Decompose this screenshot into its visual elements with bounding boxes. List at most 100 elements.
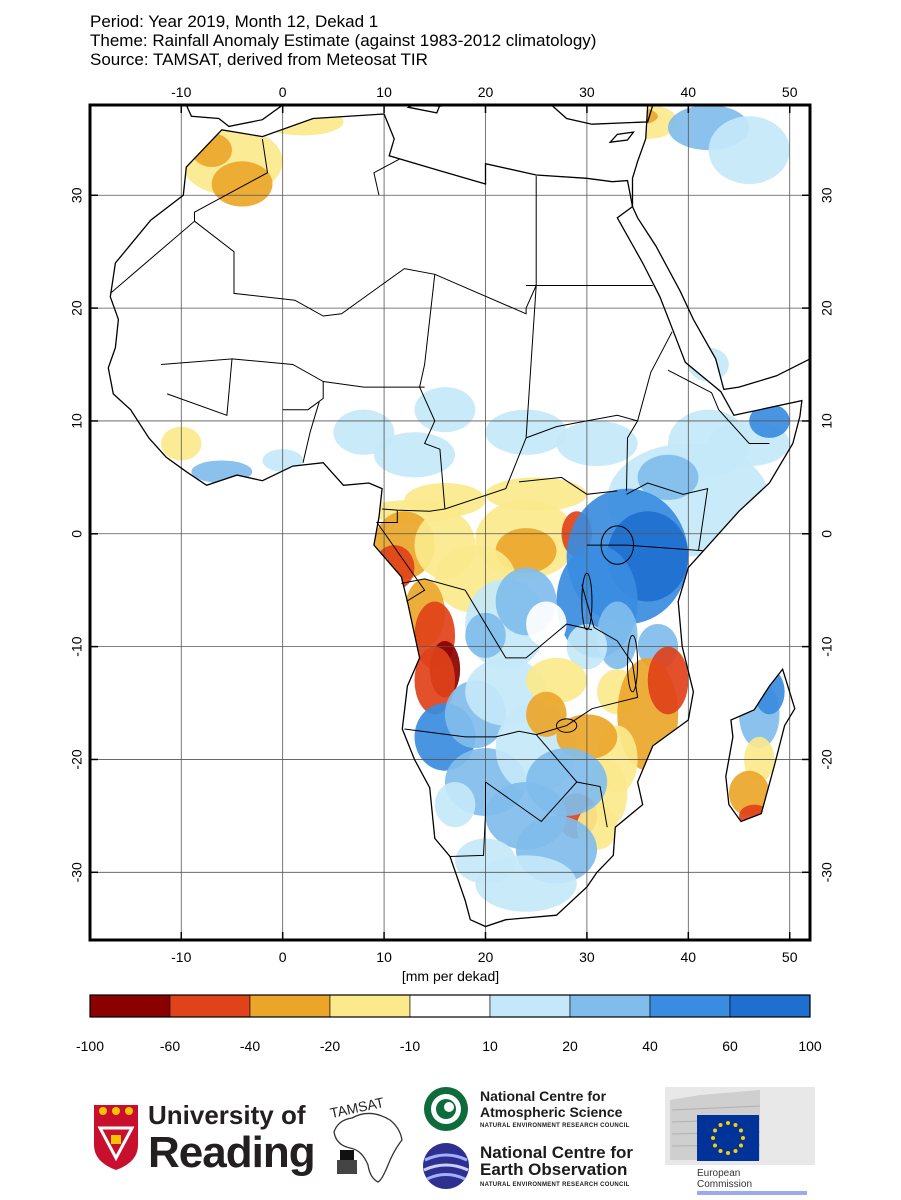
lon-label-bottom: -10 <box>171 949 191 965</box>
country-border <box>302 401 320 463</box>
lat-label-left: 20 <box>69 300 85 316</box>
ncas-swirl-icon <box>424 1087 468 1131</box>
university-name-line2: Reading <box>148 1128 316 1177</box>
coastline <box>608 131 635 144</box>
country-border <box>404 728 608 828</box>
title-period: Period: Year 2019, Month 12, Dekad 1 <box>90 12 379 31</box>
lat-label-left: 10 <box>69 413 85 429</box>
country-border <box>231 358 324 411</box>
title-theme: Theme: Rainfall Anomaly Estimate (agains… <box>90 31 597 50</box>
colorbar-tick-label: 10 <box>482 1038 498 1054</box>
eu-star <box>738 1143 743 1148</box>
colorbar-swatch <box>329 994 411 1018</box>
eu-star <box>718 1123 723 1128</box>
lon-label-top: 30 <box>579 84 595 100</box>
lat-label-right: 0 <box>819 530 835 538</box>
rainfall-anomaly-map: -10 -10 0 0 10 10 20 20 30 30 40 40 50 50 30 30 20 20 10 10… <box>69 84 835 1018</box>
colorbar-frame <box>89 994 811 1018</box>
lon-label-bottom: 50 <box>782 949 798 965</box>
coastline <box>185 105 284 128</box>
lon-label-bottom: 30 <box>579 949 595 965</box>
country-border <box>160 358 233 416</box>
lake-outline <box>626 634 639 693</box>
lat-label-left: -30 <box>69 862 85 882</box>
colorbar-tick-label: 40 <box>642 1038 658 1054</box>
nceo-title-line1: National Centre for <box>480 1143 634 1162</box>
anomaly-patch <box>211 161 273 207</box>
ec-name-line1: European <box>697 1168 741 1179</box>
logo-strip: TAMSAT <box>94 1087 815 1195</box>
lat-label-right: -20 <box>819 749 835 769</box>
colorbar-tick-label: -60 <box>159 1038 181 1054</box>
lon-label-bottom: 40 <box>681 949 697 965</box>
european-commission-icon <box>665 1087 815 1195</box>
lat-label-right: 30 <box>819 187 835 203</box>
lon-label-top: 0 <box>279 84 287 100</box>
eu-star <box>738 1128 743 1133</box>
country-border <box>323 381 425 388</box>
anomaly-patch <box>647 646 689 715</box>
colorbar-swatch <box>409 994 491 1018</box>
colorbar <box>89 994 811 1018</box>
colorbar-swatch <box>249 994 331 1018</box>
colorbar-swatch <box>649 994 731 1018</box>
lat-label-right: 20 <box>819 300 835 316</box>
colorbar-tick-label: -20 <box>319 1038 341 1054</box>
anomaly-patch <box>414 646 456 715</box>
lake-outline <box>555 718 578 733</box>
lon-label-bottom: 20 <box>478 949 494 965</box>
eu-star <box>733 1123 738 1128</box>
lake-outline <box>581 572 593 631</box>
lat-label-left: -20 <box>69 749 85 769</box>
eu-star <box>726 1151 730 1155</box>
colorbar-tick-label: 20 <box>562 1038 578 1054</box>
lon-label-bottom: 10 <box>376 949 392 965</box>
map-frame <box>88 103 812 942</box>
colorbar-tick-label: -100 <box>75 1038 105 1054</box>
country-border <box>109 138 269 294</box>
country-border <box>485 781 578 823</box>
anomaly-patch <box>495 528 557 574</box>
lon-label-top: 20 <box>478 84 494 100</box>
lon-label-top: 50 <box>782 84 798 100</box>
country-border <box>518 476 618 495</box>
coastline <box>107 113 803 928</box>
lat-label-right: -10 <box>819 636 835 656</box>
tamsat-label: TAMSAT <box>329 1094 386 1121</box>
colorbar-swatch <box>489 994 571 1018</box>
anomaly-patch <box>637 454 699 500</box>
colorbar-swatch <box>169 994 251 1018</box>
eu-star <box>713 1143 718 1148</box>
country-border <box>449 782 486 857</box>
graticule <box>90 105 810 940</box>
colorbar-swatch <box>89 994 171 1018</box>
lat-label-left: 30 <box>69 187 85 203</box>
anomaly-patch <box>414 387 476 433</box>
colorbar-swatch <box>569 994 651 1018</box>
country-border <box>525 414 638 439</box>
axis-ticks: -10 -10 0 0 10 10 20 20 30 30 40 40 50 50 30 30 20 20 10 10… <box>69 84 835 965</box>
coastline <box>406 105 441 114</box>
ec-name-line2: Commission <box>697 1179 753 1190</box>
lat-label-left: -10 <box>69 636 85 656</box>
colorbar-tick-label: 100 <box>798 1038 822 1054</box>
country-border <box>667 369 770 444</box>
coastlines-and-borders <box>107 105 810 928</box>
anomaly-patch <box>434 782 476 828</box>
tamsat-africa-icon <box>333 1112 403 1183</box>
lon-label-bottom: 0 <box>279 949 287 965</box>
lat-label-left: 0 <box>69 530 85 538</box>
nceo-subtitle: NATURAL ENVIRONMENT RESEARCH COUNCIL <box>480 1182 630 1188</box>
eu-star <box>741 1136 745 1140</box>
eu-star <box>718 1148 723 1153</box>
country-border <box>586 544 704 552</box>
anomaly-patch <box>373 432 456 478</box>
lon-label-top: 10 <box>376 84 392 100</box>
anomaly-patch <box>708 116 790 184</box>
units-label: [mm per dekad] <box>401 968 500 984</box>
coastline <box>550 105 654 125</box>
nceo-globe-icon <box>423 1143 469 1189</box>
country-border <box>373 158 400 196</box>
anomaly-patch <box>526 601 567 647</box>
country-border <box>401 578 593 659</box>
